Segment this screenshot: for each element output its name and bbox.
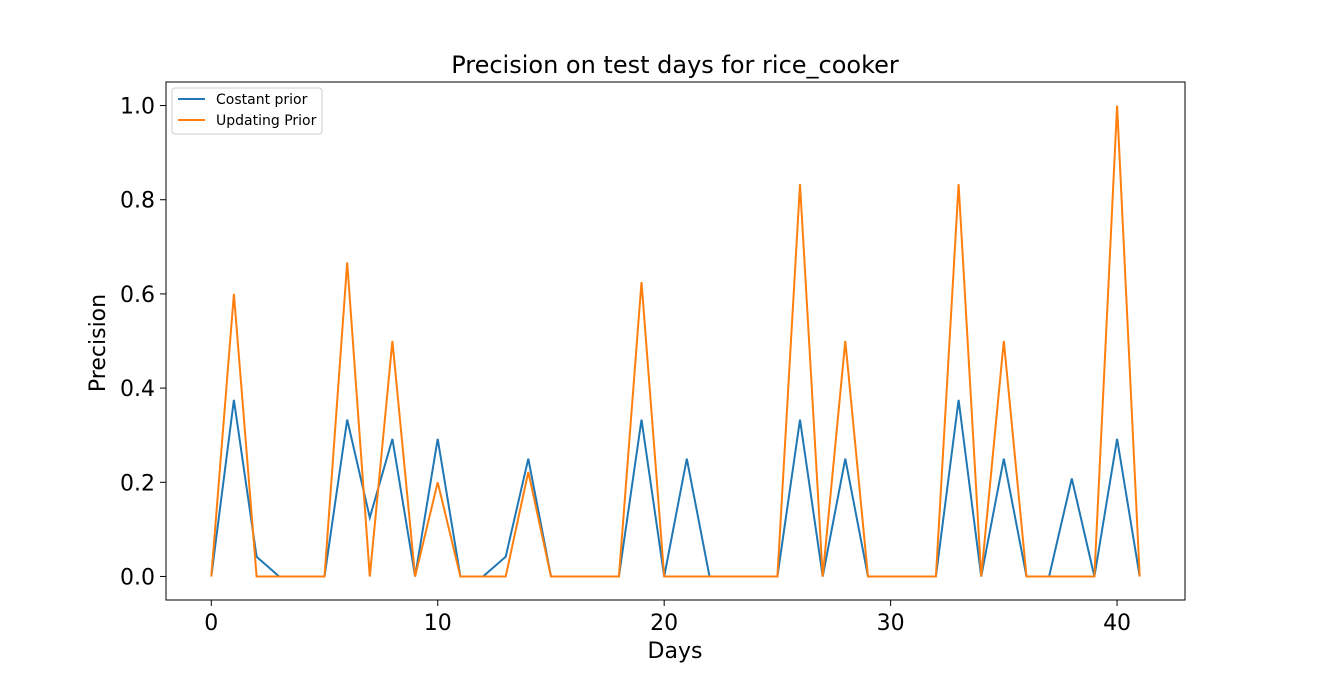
- series-line-costant-prior: [210, 399, 1141, 578]
- legend-label: Updating Prior: [216, 113, 317, 129]
- x-axis-label: Days: [648, 639, 703, 664]
- y-tick-label: 0.8: [120, 189, 155, 214]
- plot-frame: [165, 81, 1186, 601]
- legend-label: Costant prior: [216, 92, 308, 108]
- x-tick-label: 0: [204, 611, 218, 636]
- legend: Costant prior Updating Prior: [171, 87, 323, 135]
- x-tick-label: 30: [877, 611, 905, 636]
- x-tick-label: 40: [1103, 611, 1131, 636]
- y-tick-label: 0.2: [120, 471, 155, 496]
- legend-box: [171, 87, 323, 135]
- ticks: 0 10 20 30 40 0.0 0.2 0.4 0.6 0.8 1.0: [120, 95, 1131, 636]
- y-tick-label: 0.6: [120, 283, 155, 308]
- y-tick-label: 0.0: [120, 565, 155, 590]
- x-tick-label: 10: [424, 611, 452, 636]
- x-tick-label: 20: [650, 611, 678, 636]
- y-tick-label: 0.4: [120, 377, 155, 402]
- y-tick-label: 1.0: [120, 95, 155, 120]
- y-axis-label: Precision: [86, 294, 111, 392]
- chart-title: Precision on test days for rice_cooker: [451, 51, 899, 79]
- series-lines: [210, 105, 1141, 578]
- series-line-updating-prior: [210, 105, 1141, 578]
